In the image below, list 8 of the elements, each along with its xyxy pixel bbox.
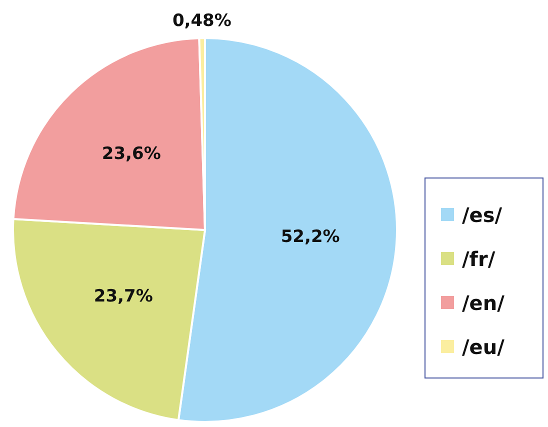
legend-label: /fr/ bbox=[462, 247, 496, 271]
legend-label: /eu/ bbox=[462, 335, 506, 359]
legend-label: /es/ bbox=[462, 203, 503, 227]
data-label: 0,48% bbox=[172, 11, 232, 32]
data-label: 52,2% bbox=[280, 226, 340, 247]
data-label: 23,7% bbox=[94, 286, 153, 307]
data-label: 23,6% bbox=[102, 144, 161, 164]
legend-label: /en/ bbox=[462, 291, 506, 315]
